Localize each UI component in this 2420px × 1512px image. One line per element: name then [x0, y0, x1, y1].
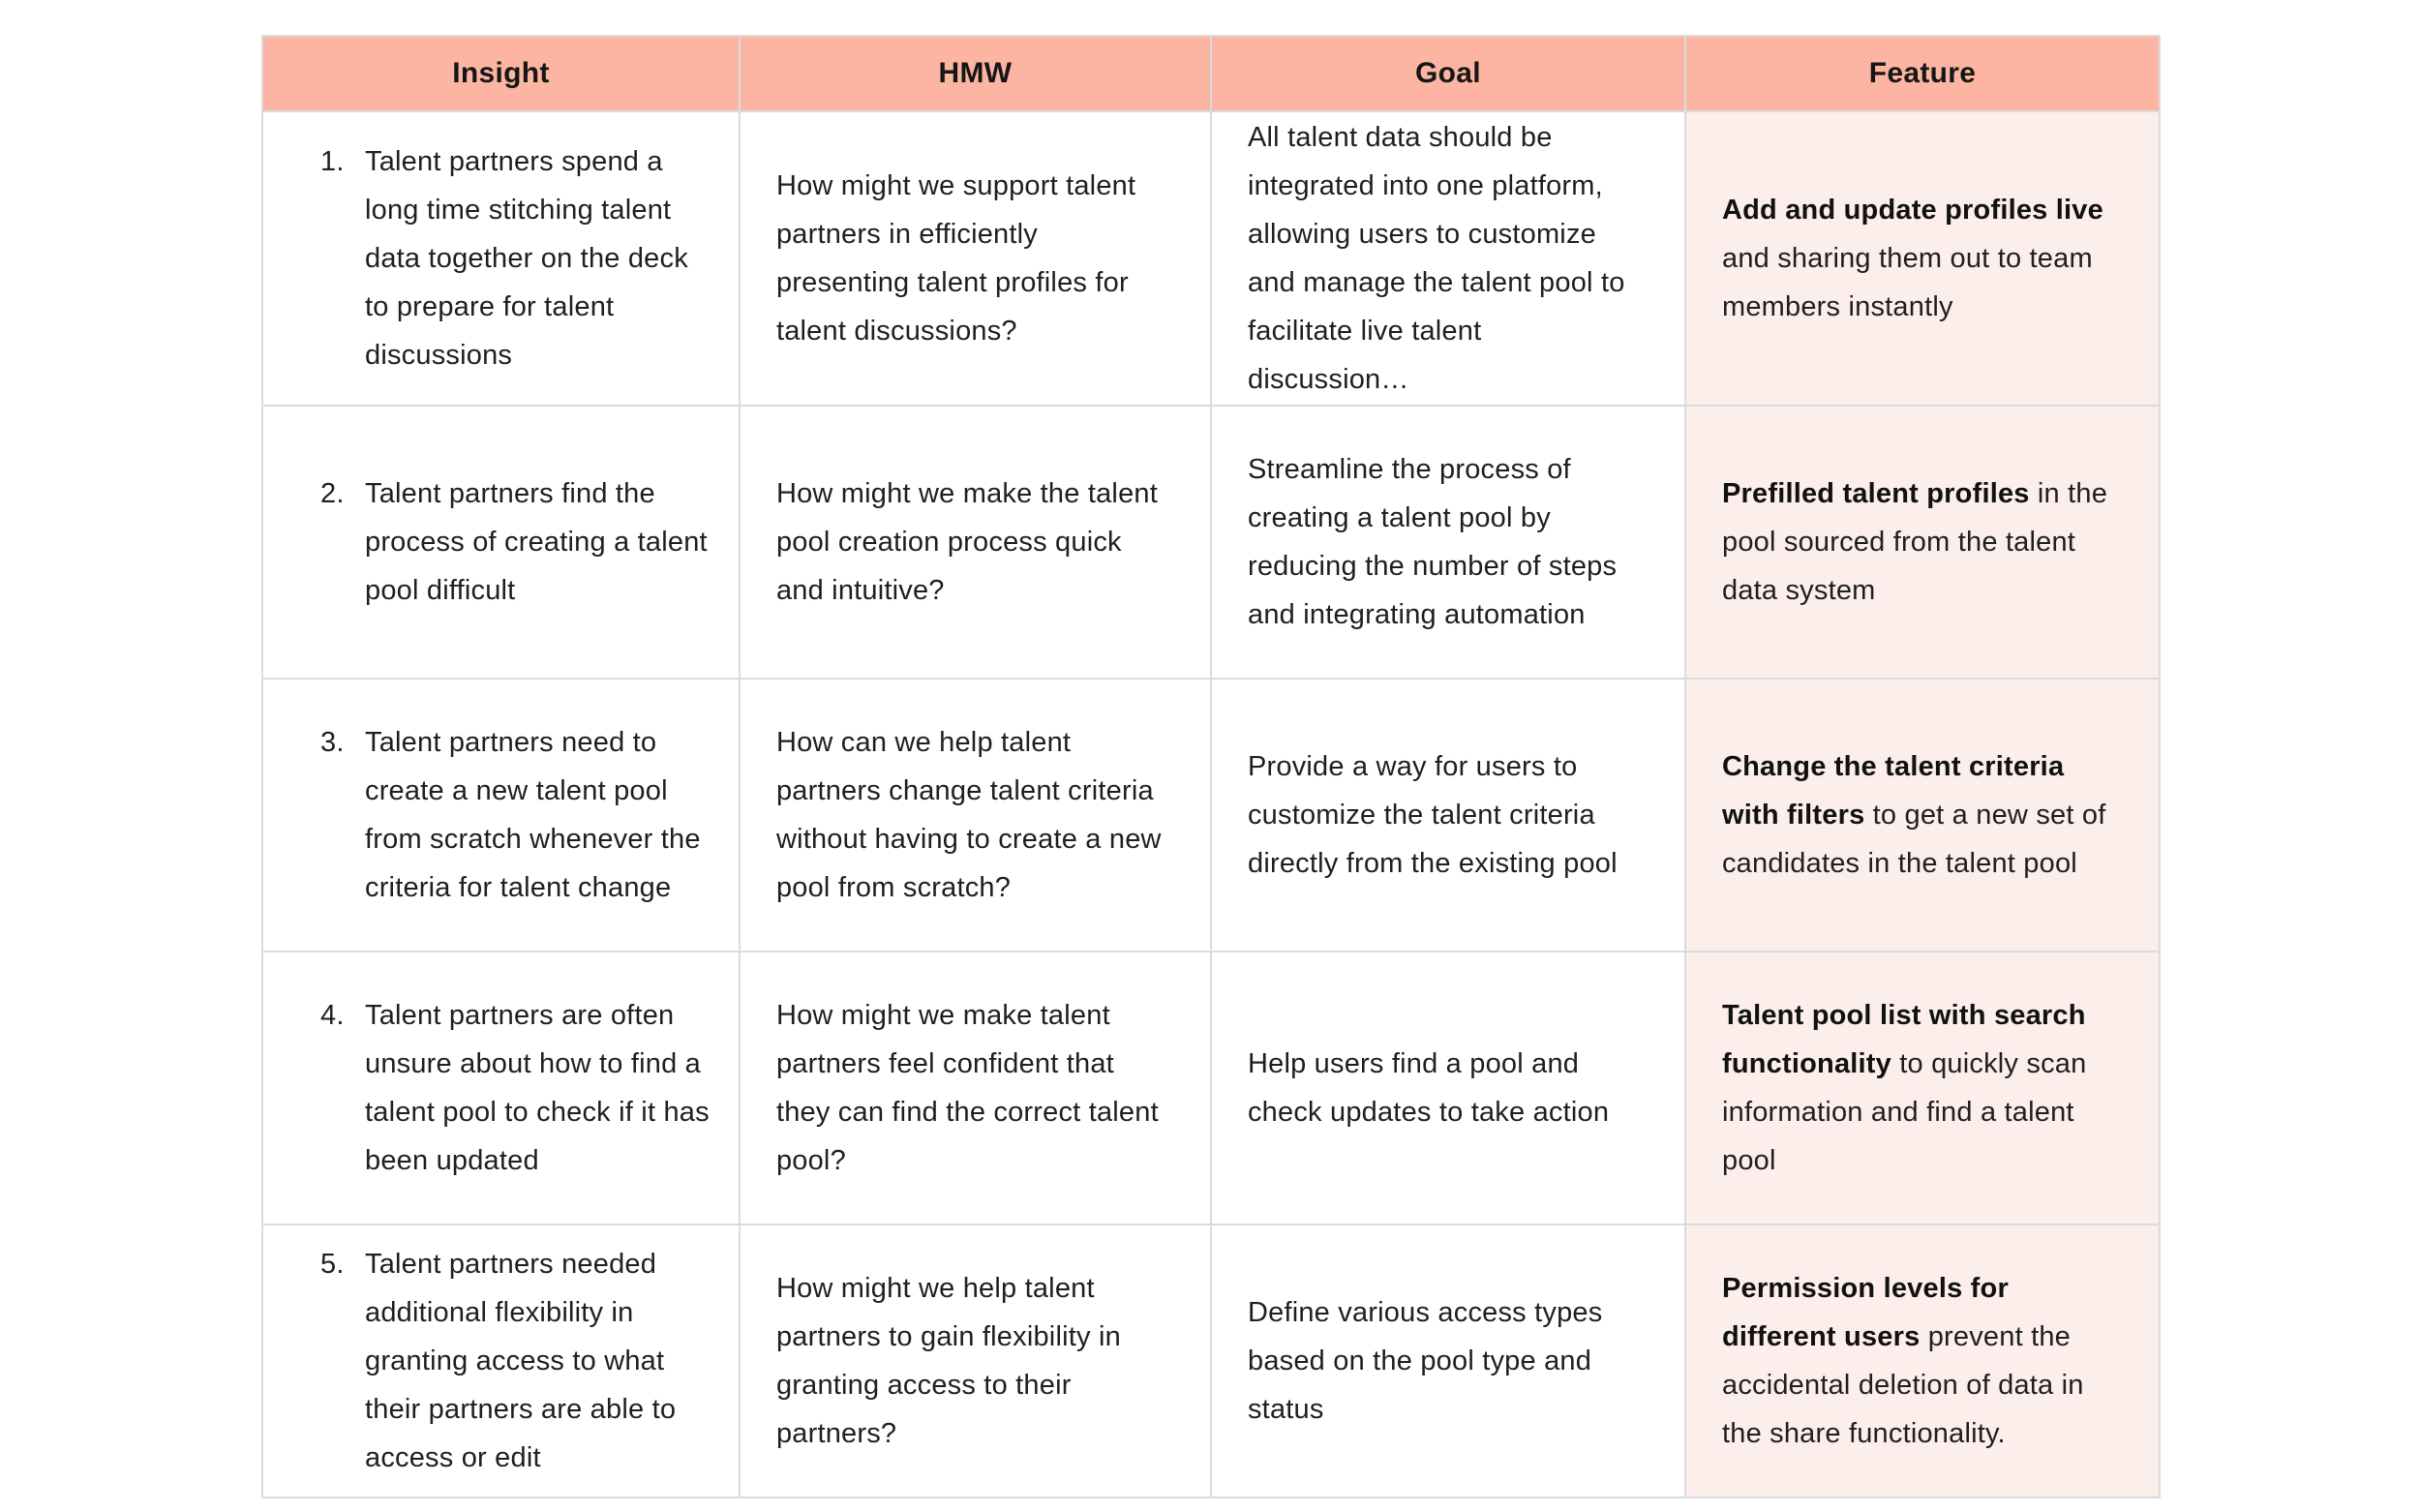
insight-cell: 3. Talent partners need to create a new … [261, 678, 741, 953]
feature-rest-text: in the pool sourced from the talent data… [1721, 478, 2108, 606]
insight-text: Talent partners are often unsure about h… [365, 1000, 710, 1176]
hmw-cell: How might we help talent partners to gai… [738, 1224, 1212, 1498]
row-number: 2. [320, 478, 345, 509]
feature-rest-text: prevent the accidental deletion of data … [1721, 1321, 2084, 1449]
goal-cell: Help users find a pool and check updates… [1209, 951, 1686, 1225]
hmw-cell: How might we support talent partners in … [738, 110, 1212, 407]
header-goal: Goal [1209, 35, 1686, 112]
feature-bold-text: Talent pool list with search functionali… [1721, 1000, 2086, 1079]
goal-cell: Define various access types based on the… [1209, 1224, 1686, 1498]
feature-cell: Change the talent criteria with filters … [1683, 678, 2162, 953]
goal-text: All talent data should be integrated int… [1247, 122, 1625, 395]
feature-cell: Talent pool list with search functionali… [1683, 951, 2162, 1225]
insight-cell: 1. Talent partners spend a long time sti… [261, 110, 741, 407]
feature-text: Change the talent criteria with filters … [1722, 742, 2119, 888]
hmw-text: How might we support talent partners in … [775, 170, 1136, 347]
hmw-cell: How might we make talent partners feel c… [738, 951, 1212, 1225]
feature-rest-text: to get a new set of candidates in the ta… [1721, 800, 2106, 879]
feature-rest-text: and sharing them out to team members ins… [1721, 243, 2093, 322]
goal-text: Define various access types based on the… [1247, 1297, 1603, 1425]
goal-cell: All talent data should be integrated int… [1209, 110, 1686, 407]
header-feature: Feature [1683, 35, 2162, 112]
feature-text: Talent pool list with search functionali… [1722, 991, 2119, 1185]
hmw-text: How might we help talent partners to gai… [775, 1273, 1121, 1449]
insight-cell: 5. Talent partners needed additional fle… [261, 1224, 741, 1498]
hmw-text: How can we help talent partners change t… [775, 727, 1162, 903]
table-row: 5. Talent partners needed additional fle… [261, 1224, 2162, 1498]
table-row: 4. Talent partners are often unsure abou… [261, 951, 2162, 1225]
feature-text: Permission levels for different users pr… [1722, 1264, 2119, 1458]
hmw-cell: How might we make the talent pool creati… [738, 405, 1212, 680]
header-row: Insight HMW Goal Feature [261, 35, 2162, 112]
goal-cell: Provide a way for users to customize the… [1209, 678, 1686, 953]
goal-text: Streamline the process of creating a tal… [1247, 454, 1618, 630]
goal-text: Provide a way for users to customize the… [1247, 751, 1618, 879]
feature-bold-text: Change the talent criteria with filters [1721, 751, 2065, 831]
row-number: 5. [320, 1249, 345, 1280]
feature-text: Prefilled talent profiles in the pool so… [1722, 469, 2119, 615]
insight-text: Talent partners needed additional flexib… [365, 1249, 677, 1473]
insight-feature-table: Insight HMW Goal Feature 1. Talent partn… [261, 35, 2162, 1498]
insight-text: Talent partners spend a long time stitch… [365, 146, 688, 371]
feature-text: Add and update profiles live and sharing… [1722, 186, 2119, 331]
feature-rest-text: to quickly scan information and find a t… [1721, 1048, 2087, 1176]
insight-feature-table-wrap: Insight HMW Goal Feature 1. Talent partn… [261, 35, 2162, 1498]
table-header: Insight HMW Goal Feature [261, 35, 2162, 112]
feature-bold-text: Add and update profiles live [1721, 195, 2103, 226]
insight-cell: 2. Talent partners find the process of c… [261, 405, 741, 680]
goal-text: Help users find a pool and check updates… [1247, 1048, 1610, 1128]
feature-cell: Prefilled talent profiles in the pool so… [1683, 405, 2162, 680]
hmw-text: How might we make the talent pool creati… [775, 478, 1158, 606]
header-hmw: HMW [738, 35, 1212, 112]
goal-cell: Streamline the process of creating a tal… [1209, 405, 1686, 680]
insight-cell: 4. Talent partners are often unsure abou… [261, 951, 741, 1225]
hmw-cell: How can we help talent partners change t… [738, 678, 1212, 953]
table-row: 1. Talent partners spend a long time sti… [261, 110, 2162, 407]
hmw-text: How might we make talent partners feel c… [775, 1000, 1159, 1176]
feature-bold-text: Prefilled talent profiles [1721, 478, 2030, 509]
row-number: 4. [320, 1000, 345, 1031]
table-body: 1. Talent partners spend a long time sti… [261, 110, 2162, 1498]
feature-bold-text: Permission levels for different users [1721, 1273, 2009, 1352]
row-number: 1. [320, 146, 345, 177]
feature-cell: Permission levels for different users pr… [1683, 1224, 2162, 1498]
feature-cell: Add and update profiles live and sharing… [1683, 110, 2162, 407]
table-row: 3. Talent partners need to create a new … [261, 678, 2162, 953]
table-row: 2. Talent partners find the process of c… [261, 405, 2162, 680]
row-number: 3. [320, 727, 345, 758]
insight-text: Talent partners need to create a new tal… [365, 727, 701, 903]
header-insight: Insight [261, 35, 741, 112]
insight-text: Talent partners find the process of crea… [365, 478, 708, 606]
